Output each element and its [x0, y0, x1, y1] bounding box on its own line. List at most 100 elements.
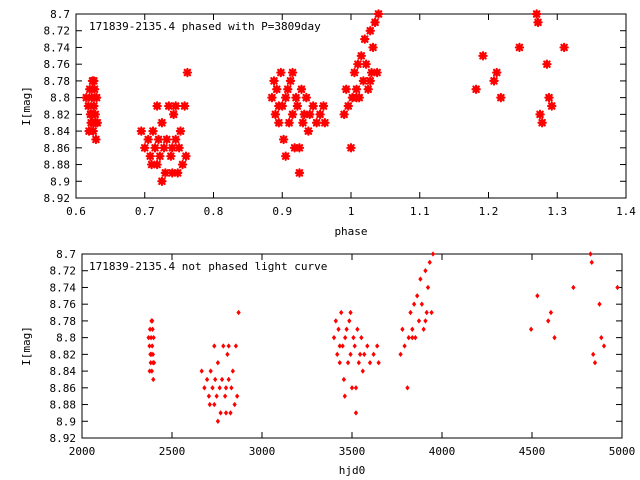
data-point — [424, 309, 429, 316]
data-point — [272, 84, 282, 94]
data-point — [226, 343, 231, 349]
plot-frame — [81, 253, 623, 439]
x-tick-label: 4500 — [519, 445, 546, 458]
data-point — [373, 9, 384, 19]
data-point — [339, 309, 344, 316]
data-point — [425, 284, 431, 291]
data-point — [351, 84, 362, 94]
data-point — [208, 368, 213, 374]
data-point — [173, 168, 183, 178]
data-point — [225, 351, 230, 358]
y-tick-label: 8.74 — [50, 281, 77, 294]
data-point — [528, 326, 534, 332]
data-point — [217, 385, 222, 391]
data-point — [166, 151, 176, 161]
data-point — [411, 301, 417, 307]
data-point — [170, 101, 181, 111]
data-point — [179, 101, 190, 111]
data-point — [430, 251, 436, 257]
x-tick-label: 2000 — [69, 445, 96, 458]
data-point — [143, 134, 153, 145]
data-point — [175, 126, 186, 136]
y-tick-label: 8.72 — [44, 25, 71, 38]
data-point — [349, 67, 360, 78]
data-point — [229, 385, 234, 391]
data-point — [146, 159, 157, 170]
y-axis-label: I[mag] — [20, 326, 33, 366]
data-point — [155, 151, 165, 161]
data-point — [150, 343, 155, 349]
x-tick-label: 1.3 — [547, 205, 567, 218]
y-tick-label: 8.88 — [44, 159, 71, 172]
data-point — [210, 385, 215, 391]
data-point — [548, 309, 554, 316]
data-point — [358, 76, 369, 86]
data-point — [274, 118, 284, 128]
data-point — [212, 343, 217, 349]
data-point — [353, 410, 359, 416]
data-point — [147, 368, 152, 374]
data-point — [535, 293, 540, 299]
data-point — [299, 109, 309, 120]
data-point — [84, 126, 94, 136]
data-point — [212, 401, 217, 408]
data-point — [219, 376, 225, 383]
data-point — [289, 143, 300, 153]
data-point — [159, 143, 169, 153]
data-point — [278, 134, 289, 145]
data-point — [269, 76, 279, 86]
data-point — [87, 92, 97, 103]
data-point — [292, 101, 303, 111]
data-point — [356, 51, 367, 61]
data-point — [365, 343, 370, 349]
data-point — [177, 159, 188, 170]
data-point — [301, 92, 312, 103]
data-point — [398, 351, 403, 358]
y-tick-label: 8.84 — [44, 125, 71, 138]
data-point — [150, 318, 155, 324]
data-point — [318, 101, 329, 111]
data-point — [413, 334, 418, 341]
data-point — [349, 385, 355, 391]
data-point — [537, 118, 547, 128]
data-point — [233, 343, 239, 349]
data-point — [167, 143, 177, 153]
data-point — [236, 309, 241, 316]
data-point — [291, 92, 301, 103]
data-point — [352, 343, 357, 349]
data-point — [170, 134, 181, 145]
data-point — [89, 76, 99, 86]
data-point — [367, 360, 373, 366]
data-point — [496, 92, 506, 103]
y-tick-label: 8.9 — [50, 175, 70, 188]
data-point — [400, 326, 405, 332]
data-point — [375, 343, 380, 349]
data-point — [535, 109, 545, 120]
data-point — [489, 76, 499, 86]
data-point — [351, 334, 356, 341]
data-point — [416, 318, 422, 324]
data-point — [591, 351, 596, 358]
data-point — [164, 101, 174, 111]
data-point — [152, 159, 162, 170]
data-point — [89, 101, 99, 111]
y-tick-label: 8.74 — [44, 41, 71, 54]
data-point — [167, 168, 177, 178]
data-point — [274, 101, 284, 111]
data-point — [346, 143, 356, 153]
unphased-light-curve-panel: 171839-2135.4 not phased light curve hjd… — [20, 248, 635, 477]
axis-ticks: 0.6 0.7 0.8 0.9 1 1.1 1.2 1.3 1.4 8.7 8.72 8.74 8.76… — [44, 8, 637, 218]
x-tick-label: 4000 — [429, 445, 456, 458]
x-tick-label: 0.8 — [204, 205, 224, 218]
data-point — [162, 134, 172, 145]
data-point — [215, 418, 221, 424]
y-tick-label: 8.84 — [50, 365, 77, 378]
data-point — [214, 393, 219, 399]
data-point — [597, 301, 602, 307]
data-point — [150, 360, 156, 366]
data-point — [415, 293, 420, 299]
data-point — [153, 134, 164, 145]
data-point — [305, 109, 315, 120]
data-point — [150, 143, 160, 153]
